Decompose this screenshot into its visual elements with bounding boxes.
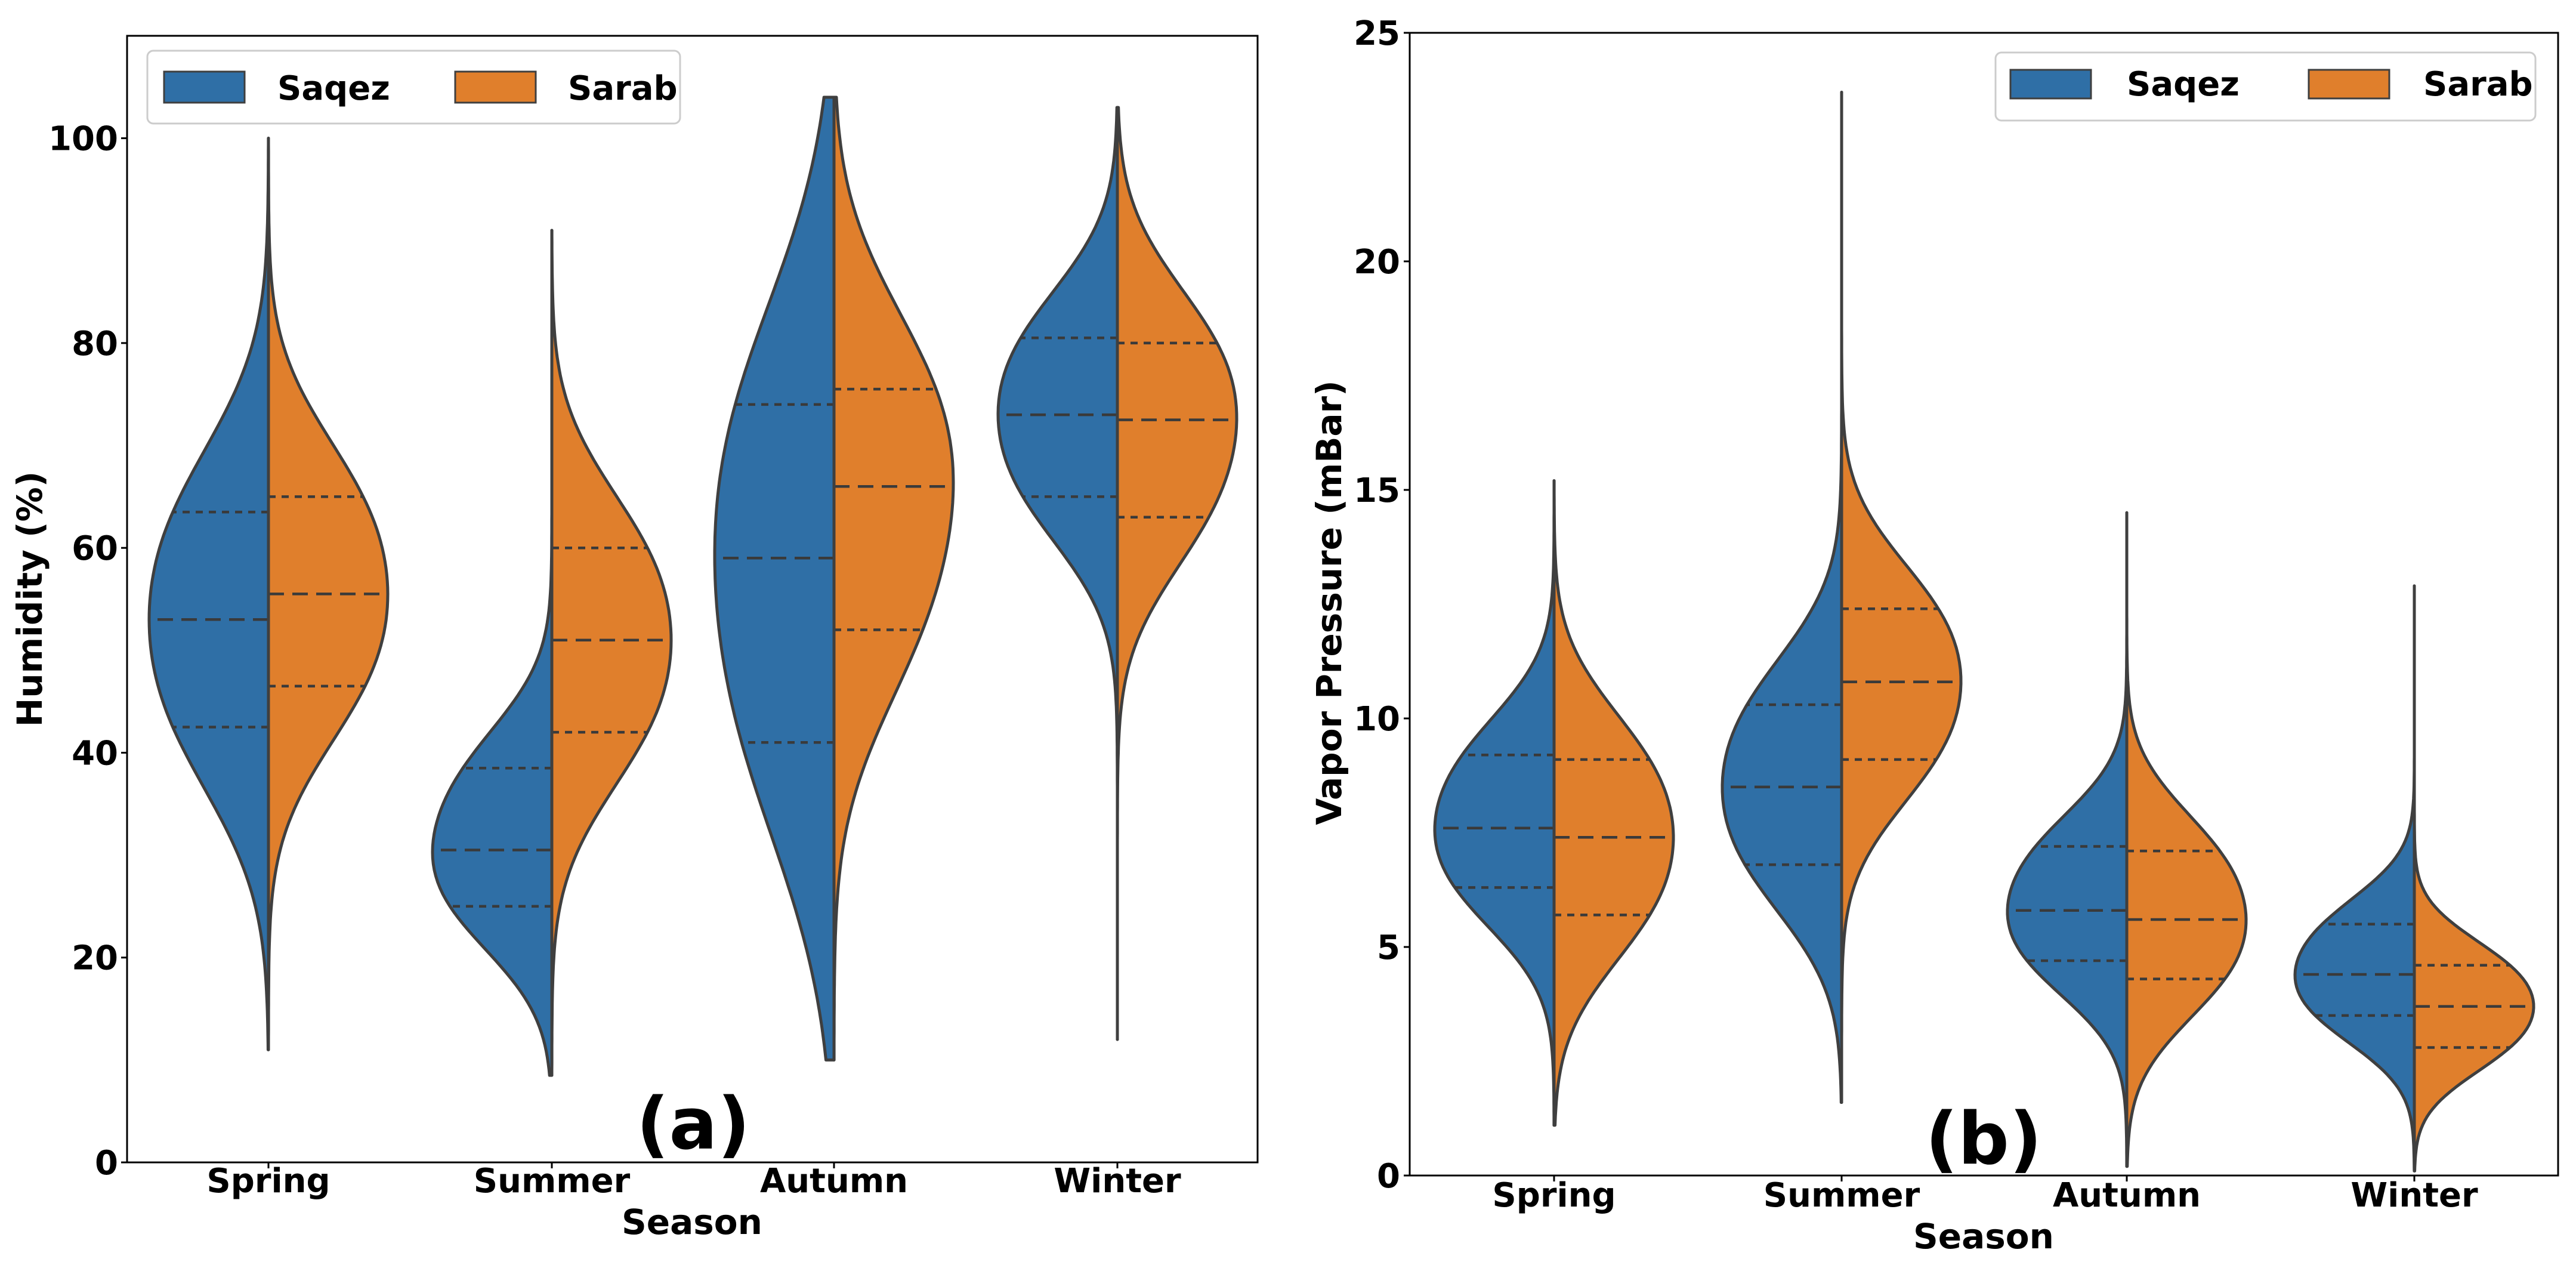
panel-a-legend-label-sarab: Sarab — [568, 69, 678, 108]
panel-b-legend-label-saqez: Saqez — [2127, 65, 2240, 104]
y-tick-label: 5 — [1377, 928, 1400, 967]
panel-a-legend-label-saqez: Saqez — [277, 69, 390, 108]
panel-a-legend: Saqez Sarab — [146, 50, 681, 125]
violin-winter-sarab — [1116, 106, 1238, 1041]
violin-summer-saqez — [431, 229, 554, 1077]
x-tick-label-summer: Summer — [474, 1162, 631, 1201]
y-tick-label: 15 — [1354, 471, 1400, 510]
y-tick-label: 60 — [72, 529, 118, 568]
y-tick-label: 20 — [1354, 243, 1400, 282]
x-tick-label-spring: Spring — [1492, 1176, 1616, 1215]
panel-a: Spring Summer Autumn Winter 0 20 40 60 80 100 Hum… — [10, 35, 1259, 1242]
violin-spring-sarab — [1552, 479, 1675, 1127]
x-tick-label-spring: Spring — [206, 1162, 330, 1201]
violin-autumn-sarab — [2125, 511, 2248, 1168]
x-tick-label-autumn: Autumn — [2053, 1176, 2201, 1215]
violin-autumn-saqez — [2006, 511, 2129, 1168]
panel-b-legend-swatch-saqez — [2009, 69, 2092, 100]
panel-b-xlabel: Season — [1913, 1216, 2054, 1257]
violin-winter-saqez — [2293, 584, 2416, 1173]
panel-a-violins — [147, 95, 1238, 1077]
panel-a-ylabel: Humidity (%) — [10, 471, 50, 727]
panel-a-legend-box — [146, 50, 681, 125]
violin-spring-saqez — [1433, 479, 1556, 1127]
panel-a-axes-ticks: Spring Summer Autumn Winter 0 20 40 60 80 100 — [48, 120, 1181, 1201]
panel-b-frame — [1409, 32, 2559, 1177]
violin-spring-saqez — [147, 137, 270, 1051]
panel-b-legend-box — [1994, 51, 2537, 122]
x-tick-label-summer: Summer — [1763, 1176, 1920, 1215]
violin-winter-sarab — [2413, 584, 2535, 1173]
x-tick-label-winter: Winter — [1054, 1162, 1181, 1201]
violin-summer-sarab — [1840, 91, 1963, 1104]
violin-autumn-sarab — [832, 95, 955, 1062]
panel-a-frame — [126, 35, 1259, 1164]
y-tick-label: 80 — [72, 325, 118, 363]
y-tick-label: 40 — [72, 734, 118, 773]
panel-b-axes-ticks: Spring Summer Autumn Winter 0 5 10 15 20 25 — [1354, 14, 2478, 1215]
violin-summer-saqez — [1721, 91, 1843, 1104]
y-tick-label: 25 — [1354, 14, 1400, 53]
x-tick-label-autumn: Autumn — [760, 1162, 908, 1201]
panel-a-label: (a) — [637, 1083, 750, 1166]
y-tick-label: 20 — [72, 939, 118, 978]
panel-b-label: (b) — [1925, 1098, 2042, 1181]
y-tick-label: 10 — [1354, 700, 1400, 739]
violin-summer-sarab — [550, 229, 673, 1077]
panel-b: Spring Summer Autumn Winter 0 5 10 15 20 25 Vapor… — [1309, 14, 2559, 1257]
panel-b-legend-label-sarab: Sarab — [2423, 65, 2533, 104]
x-tick-label-winter: Winter — [2350, 1176, 2478, 1215]
y-tick-label: 0 — [95, 1144, 118, 1183]
panel-b-ylabel: Vapor Pressure (mBar) — [1309, 380, 1349, 825]
violin-winter-saqez — [996, 106, 1119, 1041]
panel-a-xlabel: Season — [622, 1202, 762, 1242]
panel-a-legend-swatch-saqez — [163, 70, 246, 104]
panel-b-violins — [1433, 91, 2535, 1173]
panel-b-legend-swatch-sarab — [2308, 69, 2390, 100]
y-tick-label: 100 — [48, 120, 118, 159]
panel-b-legend: Saqez Sarab — [1994, 51, 2537, 122]
panel-a-legend-swatch-sarab — [454, 70, 537, 104]
violin-autumn-saqez — [713, 95, 836, 1062]
y-tick-label: 0 — [1377, 1157, 1400, 1196]
